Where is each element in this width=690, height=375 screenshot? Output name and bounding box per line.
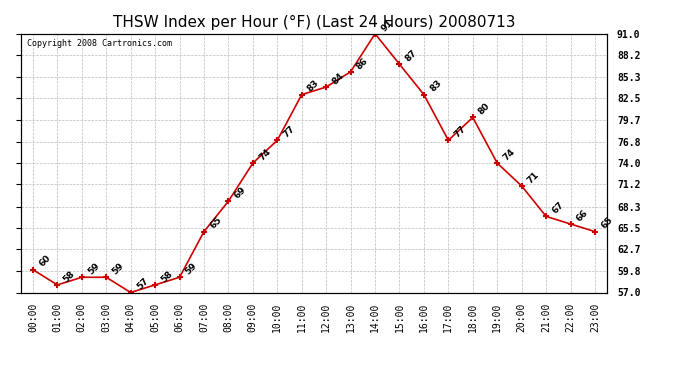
Text: 83: 83 bbox=[306, 79, 321, 94]
Text: 58: 58 bbox=[61, 269, 77, 284]
Text: 74: 74 bbox=[502, 147, 517, 162]
Text: 59: 59 bbox=[86, 261, 101, 276]
Text: 74: 74 bbox=[257, 147, 273, 162]
Text: 59: 59 bbox=[184, 261, 199, 276]
Text: 58: 58 bbox=[159, 269, 175, 284]
Text: 77: 77 bbox=[282, 124, 297, 140]
Text: 66: 66 bbox=[575, 208, 590, 223]
Text: 60: 60 bbox=[37, 254, 52, 269]
Text: Copyright 2008 Cartronics.com: Copyright 2008 Cartronics.com bbox=[26, 39, 172, 48]
Text: 83: 83 bbox=[428, 79, 443, 94]
Text: 65: 65 bbox=[599, 216, 614, 231]
Text: 71: 71 bbox=[526, 170, 541, 185]
Text: 65: 65 bbox=[208, 216, 224, 231]
Text: THSW Index per Hour (°F) (Last 24 Hours) 20080713: THSW Index per Hour (°F) (Last 24 Hours)… bbox=[112, 15, 515, 30]
Text: 77: 77 bbox=[453, 124, 468, 140]
Text: 69: 69 bbox=[233, 185, 248, 200]
Text: 91: 91 bbox=[380, 18, 395, 33]
Text: 86: 86 bbox=[355, 56, 370, 71]
Text: 67: 67 bbox=[550, 200, 566, 216]
Text: 87: 87 bbox=[404, 48, 419, 63]
Text: 84: 84 bbox=[331, 71, 346, 86]
Text: 59: 59 bbox=[110, 261, 126, 276]
Text: 80: 80 bbox=[477, 102, 492, 117]
Text: 57: 57 bbox=[135, 276, 150, 292]
